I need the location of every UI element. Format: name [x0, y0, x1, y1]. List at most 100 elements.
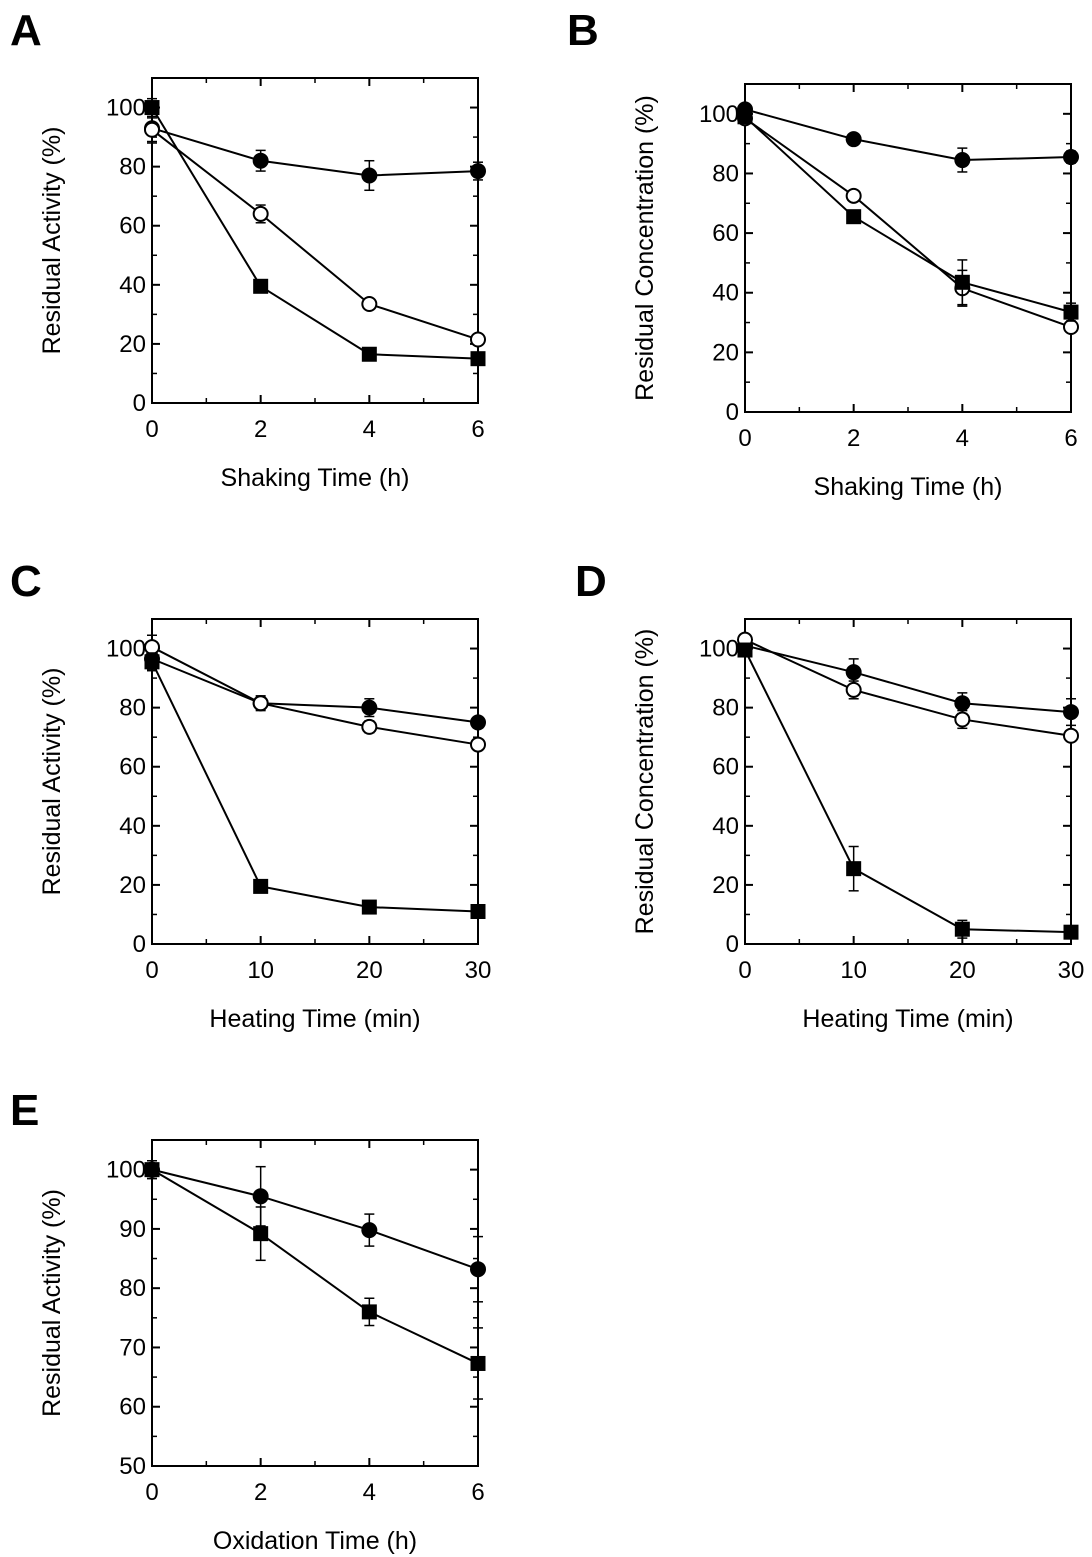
chart-panel-a: A 0 20 40 60 80 100 0 2 4 6 Shaking Time (h) Residua…	[10, 6, 486, 492]
y-axis-label: Residual Concentration (%)	[631, 629, 659, 935]
x-tick-label: 0	[738, 425, 751, 452]
x-tick-label: 0	[145, 1479, 158, 1506]
x-tick-label: 6	[1064, 425, 1077, 452]
panel-letter: E	[10, 1086, 39, 1135]
y-tick-label: 50	[119, 1453, 146, 1480]
data-point-open-circle	[1063, 727, 1079, 744]
x-tick-label: 30	[465, 957, 492, 984]
data-point-filled-circle	[954, 695, 971, 712]
x-tick-label: 6	[471, 1479, 484, 1506]
y-tick-label: 100	[106, 1157, 146, 1184]
y-tick-label: 20	[712, 872, 739, 899]
series-line	[151, 646, 479, 746]
y-tick-label: 100	[699, 636, 739, 663]
series-filled-circle	[737, 637, 1079, 727]
data-point-square	[846, 861, 862, 877]
y-tick-label: 80	[119, 154, 146, 181]
series-open-circle	[144, 634, 486, 753]
series-filled-square	[144, 652, 486, 919]
x-tick-label: 0	[145, 416, 158, 443]
y-tick-label: 60	[119, 754, 146, 781]
y-tick-label: 40	[119, 813, 146, 840]
data-point-filled-circle	[361, 1222, 378, 1239]
series-line	[151, 661, 479, 913]
data-point-square	[470, 351, 486, 367]
data-point-open-circle	[252, 205, 269, 222]
panel-letter: D	[575, 557, 607, 606]
y-tick-label: 70	[119, 1334, 146, 1361]
y-tick-label: 20	[712, 339, 739, 366]
y-tick-label: 100	[106, 636, 146, 663]
panel-letter: A	[10, 6, 42, 55]
y-tick-label: 80	[119, 695, 146, 722]
series-line	[151, 657, 479, 724]
series-line	[151, 128, 479, 341]
series-open-circle	[144, 117, 486, 348]
series-line	[744, 116, 1072, 314]
data-point-filled-circle	[954, 152, 971, 169]
data-point-filled-circle	[470, 1261, 486, 1278]
series-line	[744, 117, 1072, 328]
data-point-square	[361, 899, 377, 915]
y-tick-label: 20	[119, 331, 146, 358]
y-tick-label: 80	[119, 1275, 146, 1302]
y-tick-label: 100	[106, 95, 146, 122]
data-point-open-circle	[954, 711, 971, 728]
panel-letter: C	[10, 557, 42, 606]
x-tick-label: 4	[956, 425, 969, 452]
data-point-square	[253, 1226, 269, 1242]
y-tick-label: 60	[119, 1394, 146, 1421]
x-tick-label: 20	[356, 957, 383, 984]
plot-frame	[744, 618, 1072, 945]
data-point-open-circle	[144, 639, 160, 656]
data-point-filled-circle	[1063, 704, 1079, 721]
panel-letter: B	[567, 6, 599, 55]
plot-frame	[744, 83, 1072, 413]
series-filled-circle	[144, 1159, 486, 1303]
data-point-open-circle	[470, 736, 486, 753]
x-tick-label: 2	[847, 425, 860, 452]
series-filled-circle	[737, 101, 1079, 173]
plot-frame	[151, 77, 479, 404]
y-tick-label: 60	[712, 754, 739, 781]
data-point-square	[737, 642, 753, 658]
data-point-square	[737, 109, 753, 125]
x-axis-label: Oxidation Time (h)	[213, 1527, 417, 1555]
y-tick-label: 60	[119, 213, 146, 240]
data-point-square	[253, 878, 269, 894]
x-tick-label: 6	[471, 416, 484, 443]
x-axis-label: Shaking Time (h)	[814, 473, 1003, 501]
series-line	[744, 108, 1072, 162]
data-point-square	[144, 654, 160, 670]
data-point-filled-circle	[470, 163, 486, 180]
data-point-filled-circle	[470, 714, 486, 731]
y-tick-label: 80	[712, 695, 739, 722]
x-axis-label: Shaking Time (h)	[221, 464, 410, 492]
data-point-filled-circle	[845, 131, 862, 148]
data-point-square	[470, 1355, 486, 1371]
data-point-open-circle	[845, 681, 862, 698]
y-tick-label: 0	[726, 399, 739, 426]
chart-panel-e: E 50 60 70 80 90 100 0 2 4 6 Oxidation Time (h) Resi…	[10, 1086, 486, 1555]
series-line	[744, 638, 1072, 737]
y-tick-label: 80	[712, 160, 739, 187]
data-point-filled-circle	[252, 1188, 269, 1205]
plot-frame	[151, 618, 479, 945]
y-tick-label: 20	[119, 872, 146, 899]
series-open-circle	[737, 631, 1079, 744]
y-tick-label: 0	[726, 931, 739, 958]
series-line	[151, 1168, 479, 1271]
y-axis-label: Residual Activity (%)	[38, 127, 66, 355]
data-point-open-circle	[252, 695, 269, 712]
data-point-filled-circle	[845, 664, 862, 681]
x-tick-label: 2	[254, 1479, 267, 1506]
y-tick-label: 40	[712, 813, 739, 840]
data-point-open-circle	[1063, 319, 1079, 336]
data-point-open-circle	[361, 718, 378, 735]
y-tick-label: 0	[133, 390, 146, 417]
data-point-open-circle	[144, 121, 160, 138]
data-point-square	[470, 904, 486, 919]
series-filled-square	[144, 97, 486, 367]
x-tick-label: 4	[363, 416, 376, 443]
data-point-open-circle	[845, 187, 862, 204]
